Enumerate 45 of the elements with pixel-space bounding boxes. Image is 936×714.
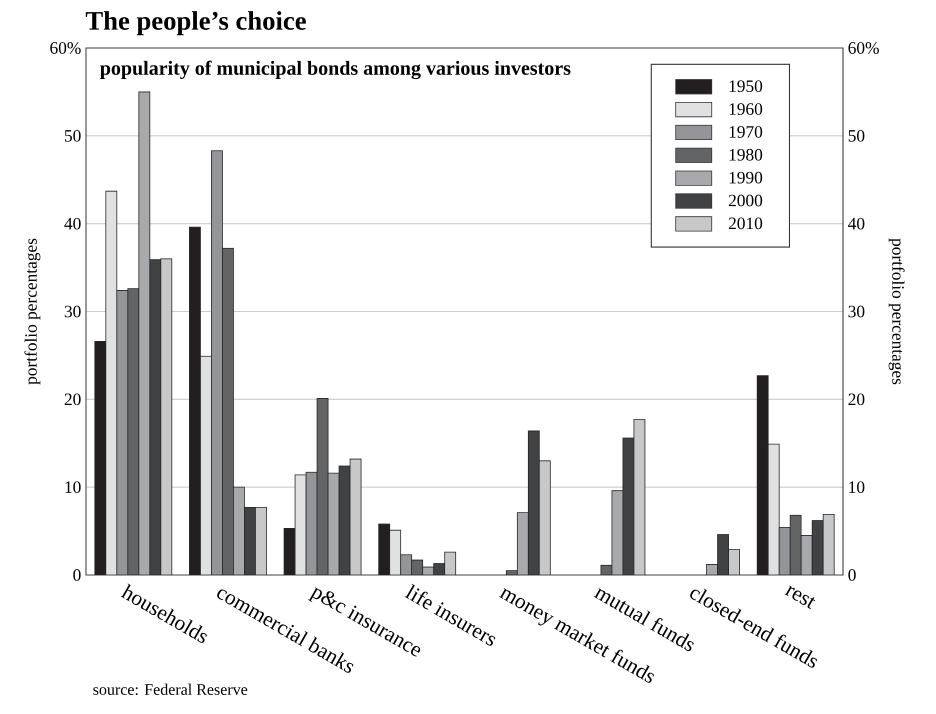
bar [768, 444, 780, 575]
y2-tick-label: 10 [849, 481, 864, 494]
y-tick-label: 50 [64, 130, 81, 142]
legend-label: 2000 [728, 194, 762, 206]
y-tick-label: 0 [73, 569, 81, 581]
y-tick-label: 60% [50, 42, 81, 54]
y2-axis-title: portfolio percentages [888, 238, 905, 384]
legend-label: 1970 [730, 126, 762, 138]
chart-title: The people’s choice [86, 11, 306, 36]
bar [612, 490, 624, 575]
bar [138, 92, 150, 575]
y-tick-label: 20 [64, 393, 81, 406]
source-note: source: Federal Reserve [93, 684, 248, 695]
y2-tick-label: 40 [848, 218, 864, 230]
bar [516, 512, 529, 575]
bar [105, 190, 118, 575]
bar [233, 486, 245, 575]
y-tick-label: 30 [64, 306, 81, 318]
x-tick-label: rest [784, 586, 816, 609]
y-tick-label: 40 [64, 218, 81, 230]
bar [444, 552, 456, 575]
legend-label: 1990 [730, 172, 762, 184]
legend-label: 1950 [730, 80, 762, 92]
bar [389, 530, 402, 575]
y2-tick-label: 30 [848, 306, 864, 318]
y-tick-label: 10 [65, 481, 81, 494]
y2-tick-label: 50 [848, 130, 864, 142]
y2-tick-label: 20 [848, 393, 864, 406]
bar [116, 290, 128, 575]
bar [778, 527, 791, 575]
legend-label: 1980 [730, 148, 762, 161]
bar [822, 514, 835, 575]
bar [200, 356, 212, 575]
bar [211, 150, 223, 575]
y2-tick-label: 60% [848, 42, 879, 54]
bar [400, 554, 412, 575]
bar [328, 472, 340, 575]
legend-label: 2010 [728, 218, 762, 230]
legend-label: 1960 [730, 103, 762, 115]
bar [800, 535, 813, 575]
bar [306, 472, 318, 575]
y2-tick-label: 0 [848, 569, 856, 581]
bar [294, 474, 306, 575]
y-axis-title: portfolio percentages [24, 238, 40, 385]
text: popularity of municipal bonds among various investors [100, 60, 570, 80]
